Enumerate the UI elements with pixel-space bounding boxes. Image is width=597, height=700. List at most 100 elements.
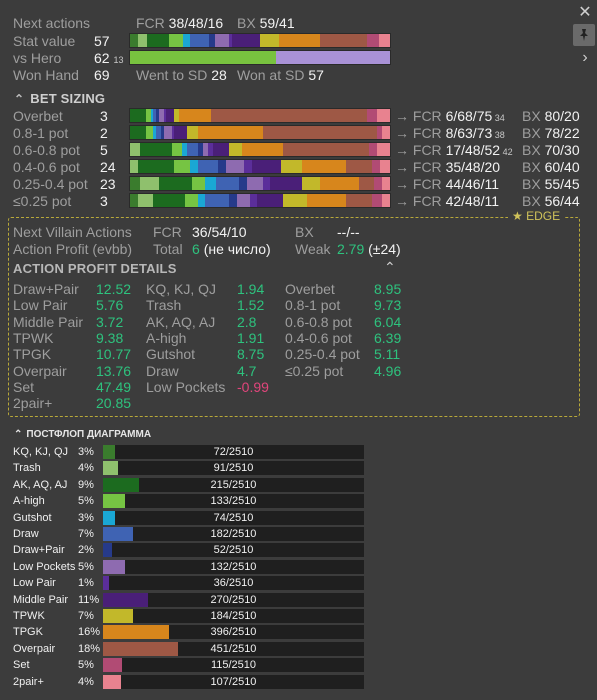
bar-segment [382, 126, 390, 139]
profit-detail-value: 5.76 [96, 297, 124, 314]
chevron-up-icon[interactable]: ⌃ [14, 429, 23, 440]
profit-detail-value: -0.99 [237, 378, 269, 395]
chevron-up-icon[interactable]: ⌃ [14, 92, 25, 106]
pin-icon[interactable] [573, 24, 595, 46]
bx-value: 59/41 [259, 15, 295, 31]
bet-sizing-label: 0.8-1 pot [13, 125, 69, 141]
bar-segment [146, 34, 170, 47]
profit-detail-value: 6.39 [374, 329, 402, 346]
chevron-up-icon[interactable]: ⌃ [384, 259, 396, 275]
close-icon[interactable]: ✕ [578, 4, 592, 21]
bar-segment [236, 194, 250, 207]
weak-note: (±24) [368, 241, 401, 257]
bet-sizing-bar [129, 108, 391, 123]
bar-segment [158, 177, 193, 190]
bar-segment [262, 126, 377, 139]
bar-segment [171, 126, 175, 139]
bar-segment [257, 194, 284, 207]
profit-detail-value: 8.95 [374, 281, 402, 297]
fcr-arrow-label: → FCR [395, 125, 442, 141]
profit-detail-value: 4.96 [374, 362, 402, 379]
postflop-label: Set [13, 659, 30, 672]
weak-values: 2.79 (±24) [337, 241, 401, 258]
bar-segment [202, 143, 208, 156]
bar-segment [319, 177, 359, 190]
bar-segment [153, 126, 156, 139]
bar-segment [166, 109, 175, 122]
postflop-fill [103, 559, 126, 574]
bar-segment [252, 160, 281, 173]
bar-segment [228, 143, 242, 156]
postflop-count: 182/2510 [210, 528, 257, 540]
profit-detail-label: 0.25-0.4 pot [285, 346, 360, 363]
bx-summary: BX 59/41 [237, 15, 295, 32]
bet-sizing-bar [129, 193, 391, 208]
bar-segment [197, 194, 206, 207]
bar-segment [218, 160, 227, 173]
postflop-count: 132/2510 [210, 560, 257, 573]
bet-sizing-fcr: → FCR 8/63/73 38 [395, 125, 505, 144]
bet-sizing-header[interactable]: ⌃ BET SIZING [14, 91, 105, 106]
postflop-label: KQ, KJ, QJ [13, 446, 69, 458]
profit-detail-label: A-high [146, 329, 187, 346]
profit-detail-value: 47.49 [96, 378, 132, 395]
bar-segment [174, 126, 188, 139]
bar-segment [130, 143, 141, 156]
bx-label: BX [522, 159, 541, 175]
bx-label: BX [522, 108, 541, 124]
bet-sizing-bx: BX 78/22 [522, 125, 580, 142]
edge-fcr-label: FCR [153, 224, 182, 240]
postflop-pct: 7% [78, 610, 94, 622]
postflop-label: TPWK [13, 610, 45, 622]
postflop-fill [103, 461, 119, 476]
postflop-label: A-high [13, 495, 45, 508]
weak-value: 2.79 [337, 241, 365, 257]
star-icon: ★ [512, 209, 523, 223]
fcr-value: 8/63/73 [445, 125, 493, 141]
bar-segment [378, 34, 390, 47]
profit-detail-value: 2.8 [237, 313, 257, 330]
bar-segment [369, 143, 377, 156]
bar-segment [187, 126, 198, 139]
bar-segment [228, 34, 233, 47]
bet-sizing-fcr: → FCR 44/46/11 [395, 176, 499, 195]
bet-sizing-count: 3 [100, 193, 108, 209]
postflop-fill [103, 674, 121, 689]
won-sd-label: Won at SD [237, 67, 305, 83]
postflop-label: AK, AQ, AJ [13, 478, 68, 491]
bar-segment [260, 34, 280, 47]
bar-segment [181, 143, 188, 156]
postflop-count: 36/2510 [213, 577, 254, 590]
bet-sizing-bx: BX 80/20 [522, 108, 580, 125]
edge-fcr-value: 36/54/10 [192, 224, 247, 240]
chevron-right-icon[interactable]: › [582, 49, 588, 66]
postflop-header[interactable]: ⌃ ПОСТФЛОП ДИАГРАММА [14, 429, 151, 440]
fcr-value: 17/48/52 [445, 142, 501, 158]
bar-segment [184, 194, 198, 207]
profit-detail-label: 2pair+ [13, 395, 53, 412]
bar-segment [140, 177, 159, 190]
postflop-label: Low Pockets [13, 560, 76, 573]
went-sd-label: Went to SD [136, 67, 208, 83]
bar-segment [239, 177, 247, 190]
bet-sizing-bx: BX 70/30 [522, 142, 580, 159]
bar-segment [275, 51, 390, 64]
bar-segment [145, 109, 151, 122]
postflop-fill [103, 510, 116, 525]
bx-label: BX [522, 125, 541, 141]
postflop-label: TPGK [13, 626, 43, 639]
postflop-label: Trash [13, 462, 41, 475]
fcr-arrow-label: → FCR [395, 108, 442, 124]
postflop-pct: 2% [78, 544, 94, 557]
profit-detail-label: TPWK [13, 329, 54, 346]
postflop-track [103, 494, 364, 509]
bar-segment [226, 160, 245, 173]
bar-segment [130, 34, 138, 47]
bar-segment [130, 126, 146, 139]
bar-segment [130, 177, 141, 190]
bar-segment [150, 109, 154, 122]
profit-detail-value: 3.72 [96, 313, 124, 330]
bet-sizing-count: 23 [100, 176, 116, 192]
postflop-count: 184/2510 [210, 610, 257, 622]
bar-segment [374, 177, 383, 190]
